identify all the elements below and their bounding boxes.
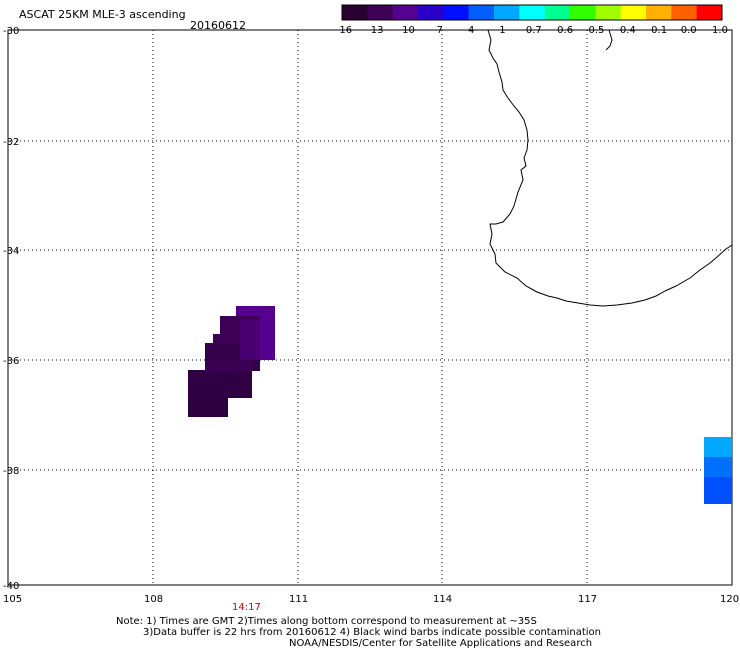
lon-label-120: 120: [720, 594, 739, 605]
colorbar-segment: [392, 5, 419, 20]
product-title: ASCAT 25KM MLE-3 ascending: [19, 8, 186, 21]
note-line-2: 3)Data buffer is 22 hrs from 20160612 4)…: [143, 627, 601, 638]
coastline-island: [605, 29, 613, 51]
lat-label-34: -34: [3, 246, 19, 257]
lat-label-32: -32: [3, 137, 19, 148]
colorbar-segment: [620, 5, 647, 20]
lon-label-117: 117: [578, 594, 597, 605]
lat-label-40: -40: [3, 581, 19, 592]
lat-label-38: -38: [3, 466, 19, 477]
lon-label-105: 105: [3, 594, 22, 605]
colorbar-segment: [443, 5, 470, 20]
colorbar-segment: [544, 5, 571, 20]
colorbar-segment: [494, 5, 520, 20]
colorbar-segment: [696, 5, 723, 20]
coastline-australia: [487, 29, 733, 307]
colorbar-segment: [367, 5, 394, 20]
colorbar-segment: [342, 5, 368, 20]
colorbar-segment: [570, 5, 596, 20]
note-line-1: Note: 1) Times are GMT 2)Times along bot…: [116, 616, 537, 627]
colorbar-segment: [595, 5, 622, 20]
plot-frame: [7, 29, 733, 586]
colorbar-segment: [418, 5, 444, 20]
lon-label-108: 108: [144, 594, 163, 605]
colorbar-segment: [519, 5, 546, 20]
note-line-3: NOAA/NESDIS/Center for Satellite Applica…: [289, 638, 593, 649]
lat-label-30: -30: [3, 26, 19, 37]
date-label: 20160612: [190, 19, 246, 32]
swath-cells-west: [188, 306, 275, 417]
swath-cells-east: [704, 437, 732, 504]
colorbar-segment: [646, 5, 672, 20]
colorbar-segment: [671, 5, 698, 20]
colorbar: [341, 4, 723, 21]
colorbar-segment: [468, 5, 495, 20]
lon-label-114: 114: [433, 594, 452, 605]
lon-label-111: 111: [289, 594, 308, 605]
lat-label-36: -36: [3, 356, 19, 367]
time-label: 14:17: [232, 602, 261, 613]
